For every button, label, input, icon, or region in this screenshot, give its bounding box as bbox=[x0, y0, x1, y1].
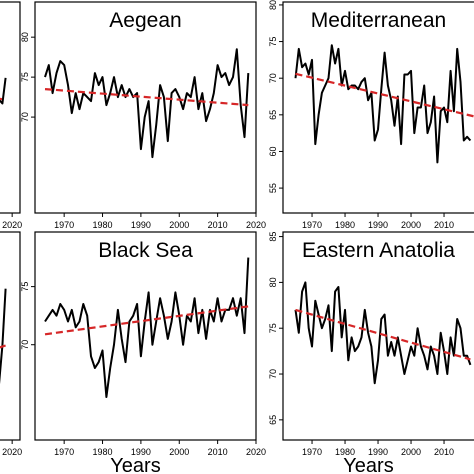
trend-line bbox=[44, 305, 249, 336]
panel: 1970 1980 1990 2000 2010 2020 70 75 Black Sea Yea… bbox=[20, 231, 266, 474]
data-line bbox=[44, 48, 250, 159]
y-tick-label: 75 bbox=[20, 72, 30, 82]
x-tick-label: 2010 bbox=[208, 220, 228, 230]
data-line bbox=[0, 288, 7, 384]
y-tick-label: 65 bbox=[268, 110, 278, 120]
data-line bbox=[294, 44, 472, 164]
x-tick-label: 1990 bbox=[368, 447, 388, 457]
y-tick-label: 70 bbox=[20, 340, 30, 350]
x-tick-label: 2000 bbox=[401, 220, 421, 230]
x-tick-label: 2000 bbox=[169, 447, 189, 457]
y-tick-label: 80 bbox=[268, 277, 278, 287]
panel-title: Mediterranean bbox=[311, 9, 446, 32]
y-tick-label: 75 bbox=[20, 282, 30, 292]
trend-line bbox=[295, 72, 474, 118]
y-tick-label: 70 bbox=[268, 369, 278, 379]
x-tick-label: 2010 bbox=[434, 447, 454, 457]
y-tick-label: 80 bbox=[20, 32, 30, 42]
x-tick-label: 1970 bbox=[54, 447, 74, 457]
trend-line bbox=[295, 308, 471, 361]
x-axis-label: Years bbox=[110, 455, 160, 474]
plot-frame bbox=[0, 231, 21, 441]
plot-frame bbox=[282, 231, 474, 441]
y-tick-label: 80 bbox=[268, 0, 278, 10]
x-tick-label: 2010 bbox=[434, 220, 454, 230]
y-tick-label: 55 bbox=[268, 183, 278, 193]
panel: 1970 1980 1990 2000 2010 55 60 65 70 75 80 Mediterr… bbox=[268, 0, 474, 230]
y-tick-label: 75 bbox=[268, 37, 278, 47]
x-tick-label: 2020 bbox=[246, 447, 266, 457]
plot-frame bbox=[282, 1, 474, 214]
x-tick-label: 1990 bbox=[368, 220, 388, 230]
y-tick-label: 65 bbox=[268, 415, 278, 425]
x-tick-label: 1970 bbox=[302, 447, 322, 457]
x-tick-label: 2010 bbox=[208, 447, 228, 457]
plot-frame bbox=[34, 231, 257, 441]
panel: 2020 bbox=[0, 231, 22, 457]
x-tick-label: 2020 bbox=[2, 447, 22, 457]
x-tick-label: 1980 bbox=[93, 220, 113, 230]
x-tick-label: 2020 bbox=[246, 220, 266, 230]
panel: 2020 bbox=[0, 1, 22, 230]
panel-title: Black Sea bbox=[98, 239, 193, 262]
x-tick-label: 1970 bbox=[302, 220, 322, 230]
x-tick-label: 2000 bbox=[401, 447, 421, 457]
x-axis-label: Years bbox=[343, 455, 393, 474]
y-tick-label: 70 bbox=[268, 73, 278, 83]
x-tick-label: 1980 bbox=[335, 447, 355, 457]
plot-frame bbox=[0, 1, 21, 214]
y-tick-label: 70 bbox=[20, 112, 30, 122]
data-line bbox=[294, 281, 472, 385]
data-line bbox=[44, 257, 250, 398]
x-tick-label: 1980 bbox=[93, 447, 113, 457]
panel: 1970 1980 1990 2000 2010 65 70 75 80 85 Eastern An… bbox=[268, 231, 474, 474]
y-tick-label: 85 bbox=[268, 232, 278, 242]
plot-frame bbox=[34, 1, 257, 214]
x-tick-label: 1980 bbox=[335, 220, 355, 230]
trend-line bbox=[44, 88, 249, 107]
x-tick-label: 1990 bbox=[131, 220, 151, 230]
panel-title: Aegean bbox=[109, 9, 181, 32]
y-tick-label: 75 bbox=[268, 323, 278, 333]
x-tick-label: 1970 bbox=[54, 220, 74, 230]
panel-title: Eastern Anatolia bbox=[302, 239, 455, 262]
x-tick-label: 1990 bbox=[131, 447, 151, 457]
x-tick-label: 2000 bbox=[169, 220, 189, 230]
y-tick-label: 60 bbox=[268, 146, 278, 156]
data-line bbox=[0, 77, 7, 105]
x-tick-label: 2020 bbox=[2, 220, 22, 230]
panel: 1970 1980 1990 2000 2010 2020 70 75 80 Aegean bbox=[20, 1, 266, 230]
